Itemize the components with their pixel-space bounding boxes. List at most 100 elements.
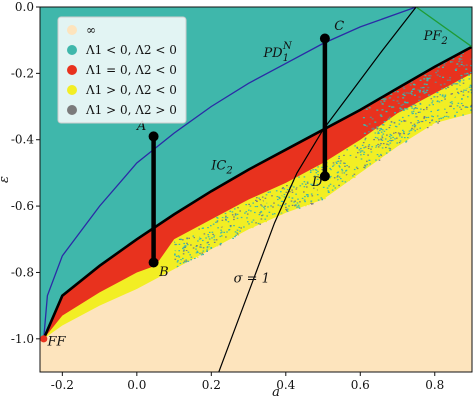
speckle-dot [361,156,364,158]
speckle-dot [272,213,274,215]
y-tick-label: -0.8 [11,265,34,279]
speckle-dot [225,219,227,221]
speckle-dot [320,170,323,173]
speckle-dot [246,217,248,219]
speckle-dot [429,122,431,124]
speckle-dot [336,174,338,177]
speckle-dot [178,256,181,258]
speckle-dot [453,108,455,110]
speckle-dot [371,118,374,120]
speckle-dot [293,186,295,188]
y-tick-label: -1.0 [11,332,34,346]
speckle-dot [265,194,268,196]
speckle-dot [236,228,238,230]
speckle-dot [372,127,375,130]
speckle-dot [260,210,262,213]
speckle-dot [200,254,203,256]
speckle-dot [444,94,447,96]
speckle-dot [272,197,275,199]
speckle-dot [223,218,225,220]
point-FF [40,335,48,343]
speckle-dot [330,175,332,178]
speckle-dot [442,76,445,78]
speckle-dot [376,109,379,111]
speckle-dot [280,200,283,202]
speckle-dot [417,89,420,91]
speckle-dot [192,247,195,249]
speckle-dot [250,210,252,212]
speckle-dot [436,103,439,106]
speckle-dot [356,143,358,145]
speckle-dot [197,232,199,235]
speckle-dot [467,96,469,98]
speckle-dot [377,150,380,152]
x-tick-label: 0.8 [425,378,444,392]
speckle-dot [174,253,176,255]
speckle-dot [457,91,459,93]
speckle-dot [414,130,416,132]
speckle-dot [213,241,216,243]
legend-swatch [67,85,77,95]
speckle-dot [315,169,318,171]
speckle-dot [358,149,361,151]
speckle-dot [311,203,313,205]
speckle-dot [444,98,446,100]
speckle-dot [178,238,181,240]
speckle-dot [455,98,457,100]
speckle-dot [410,92,413,94]
speckle-dot [376,156,378,158]
speckle-dot [179,262,182,264]
speckle-dot [259,212,261,214]
speckle-dot [411,107,413,109]
speckle-dot [470,85,472,87]
points [40,335,48,343]
speckle-dot [177,255,180,257]
speckle-dot [316,194,319,196]
legend-entry: Λ1 > 0, Λ2 > 0 [85,103,177,117]
speckle-dot [305,205,307,207]
speckle-dot [365,108,368,110]
speckle-dot [414,107,417,109]
speckle-dot [404,108,406,110]
speckle-dot [417,120,419,122]
speckle-dot [393,90,396,93]
speckle-dot [316,178,319,180]
speckle-dot [177,263,179,265]
speckle-dot [369,116,372,118]
speckle-dot [280,212,283,214]
speckle-dot [261,195,264,197]
speckle-dot [185,260,188,262]
x-tick-label: -0.2 [51,378,74,392]
speckle-dot [358,155,360,157]
speckle-dot [178,250,180,252]
speckle-dot [446,96,448,98]
speckle-dot [437,122,439,124]
speckle-dot [264,205,266,207]
speckle-dot [434,99,437,101]
speckle-dot [298,176,300,178]
annotation-label: C [334,19,344,34]
speckle-dot [413,114,415,116]
speckle-dot [329,183,332,185]
speckle-dot [194,233,196,235]
speckle-dot [410,90,413,92]
speckle-dot [220,226,223,228]
speckle-dot [416,128,419,130]
speckle-dot [183,260,186,262]
speckle-dot [443,64,446,66]
speckle-dot [416,122,419,124]
speckle-dot [215,221,217,223]
speckle-dot [396,100,399,102]
speckle-dot [462,65,465,67]
speckle-dot [207,236,210,238]
speckle-dot [176,264,179,266]
speckle-dot [410,129,412,131]
speckle-dot [328,180,330,182]
speckle-dot [202,253,204,256]
speckle-dot [373,139,375,141]
speckle-dot [465,68,468,70]
speckle-dot [357,152,359,154]
speckle-dot [463,73,466,75]
speckle-dot [426,106,428,108]
speckle-dot [311,195,314,197]
